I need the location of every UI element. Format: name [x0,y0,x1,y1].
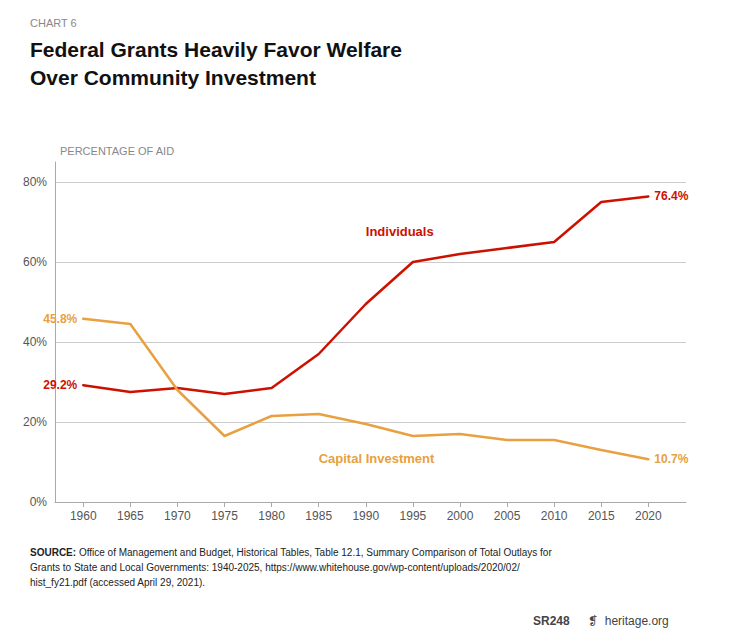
svg-text:1985: 1985 [305,509,332,523]
svg-text:hist_fy21.pdf (accessed April: hist_fy21.pdf (accessed April 29, 2021). [30,577,205,588]
svg-text:20%: 20% [23,415,47,429]
svg-text:Capital Investment: Capital Investment [319,451,435,466]
svg-text:80%: 80% [23,175,47,189]
svg-text:1975: 1975 [211,509,238,523]
svg-text:SOURCE:: SOURCE: [30,547,76,558]
svg-text:1970: 1970 [164,509,191,523]
svg-text:0%: 0% [30,495,48,509]
svg-text:2005: 2005 [494,509,521,523]
svg-text:1960: 1960 [70,509,97,523]
svg-text:Individuals: Individuals [366,224,434,239]
svg-text:60%: 60% [23,255,47,269]
svg-text:40%: 40% [23,335,47,349]
svg-text:2010: 2010 [541,509,568,523]
svg-text:76.4%: 76.4% [654,189,688,203]
svg-text:45.8%: 45.8% [43,312,77,326]
svg-text:PERCENTAGE OF AID: PERCENTAGE OF AID [60,145,174,157]
svg-text:2000: 2000 [447,509,474,523]
svg-text:Over Community Investment: Over Community Investment [30,66,316,89]
svg-text:SR248: SR248 [533,614,570,628]
svg-text:❡ heritage.org: ❡ heritage.org [588,614,669,628]
svg-text:1995: 1995 [400,509,427,523]
svg-text:Office of Management and Budge: Office of Management and Budget, Histori… [76,547,552,558]
svg-text:2015: 2015 [588,509,615,523]
svg-text:29.2%: 29.2% [43,378,77,392]
svg-text:1965: 1965 [117,509,144,523]
svg-text:2020: 2020 [635,509,662,523]
svg-text:CHART 6: CHART 6 [30,17,77,29]
svg-text:Federal Grants Heavily Favor W: Federal Grants Heavily Favor Welfare [30,38,402,61]
svg-text:Grants to State and Local Gove: Grants to State and Local Governments: 1… [30,562,520,573]
svg-text:1990: 1990 [352,509,379,523]
svg-text:10.7%: 10.7% [654,452,688,466]
svg-text:1980: 1980 [258,509,285,523]
